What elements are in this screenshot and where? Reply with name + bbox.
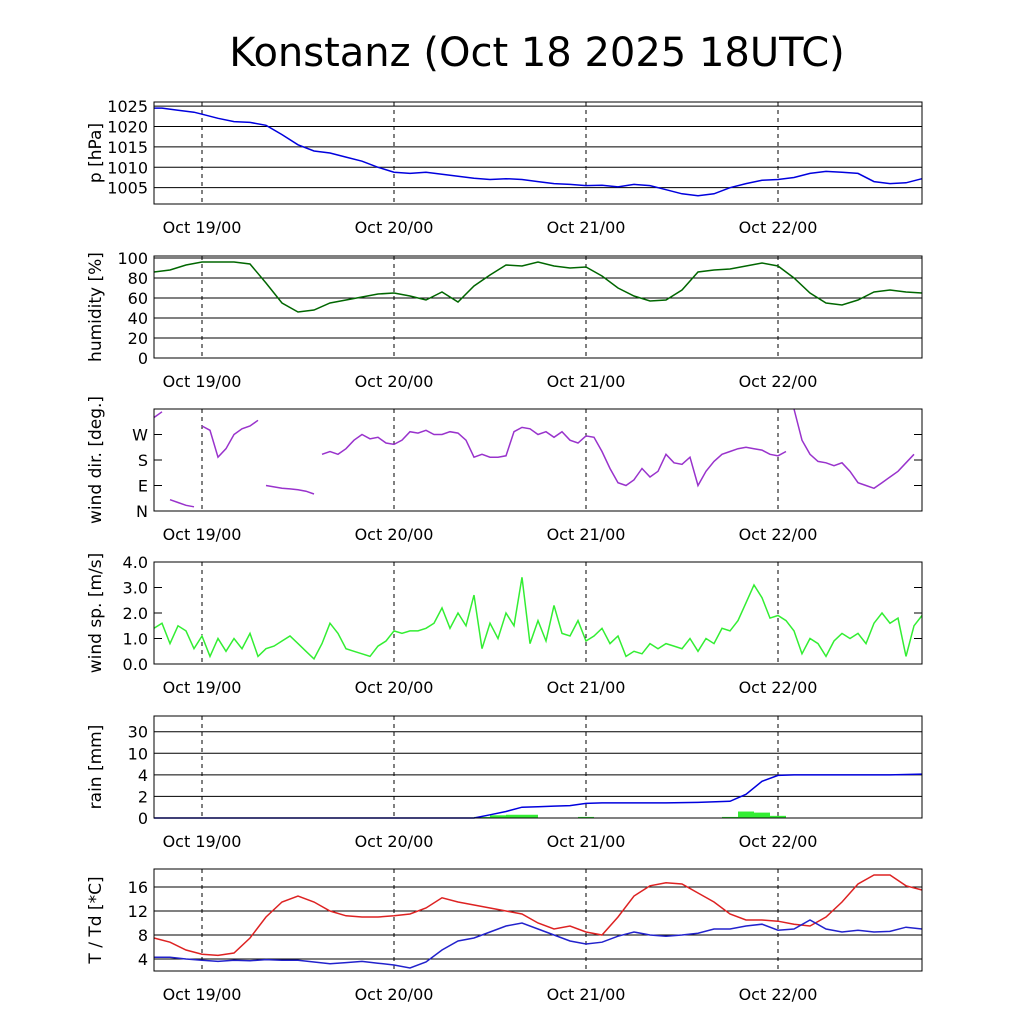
ytick-label: 1025 bbox=[107, 97, 148, 116]
ytick-label: 0 bbox=[138, 809, 148, 828]
panel-temperature: 4 8 12 16 Oct 19/00 Oct 20/00 Oct 21/00 Oct 22/… bbox=[86, 868, 923, 1004]
xtick-label: Oct 22/00 bbox=[739, 832, 818, 851]
xtick-label: Oct 19/00 bbox=[163, 678, 242, 697]
rain-bar bbox=[754, 812, 770, 818]
ytick-label: 40 bbox=[128, 309, 148, 328]
ytick-label: 1015 bbox=[107, 138, 148, 157]
xtick-label: Oct 21/00 bbox=[547, 832, 626, 851]
ytick-label: S bbox=[138, 451, 148, 470]
xtick-label: Oct 22/00 bbox=[739, 372, 818, 391]
xtick-label: Oct 22/00 bbox=[739, 985, 818, 1004]
ylabel-pressure: p [hPa] bbox=[86, 123, 106, 183]
xtick-label: Oct 19/00 bbox=[163, 525, 242, 544]
series-line-rain-accumulated bbox=[154, 773, 923, 819]
xtick-label: Oct 20/00 bbox=[355, 832, 434, 851]
ytick-label: 4 bbox=[138, 766, 148, 785]
ylabel-rain: rain [mm] bbox=[86, 725, 106, 810]
ytick-label: 0 bbox=[138, 349, 148, 368]
rain-bar bbox=[738, 811, 754, 818]
panel-frame bbox=[153, 715, 923, 819]
rain-bar bbox=[770, 815, 786, 818]
series-line-humidity bbox=[153, 261, 923, 313]
xtick-label: Oct 19/00 bbox=[163, 832, 242, 851]
xtick-label: Oct 21/00 bbox=[547, 218, 626, 237]
ytick-label: 60 bbox=[128, 289, 148, 308]
panel-frame bbox=[153, 101, 923, 205]
ytick-label: N bbox=[136, 502, 148, 521]
ytick-label: 16 bbox=[128, 878, 148, 897]
chart-title: Konstanz (Oct 18 2025 18UTC) bbox=[229, 30, 845, 76]
ylabel-humidity: humidity [%] bbox=[86, 252, 106, 362]
series-line-temperature-td bbox=[154, 919, 923, 969]
ytick-label: 1010 bbox=[107, 158, 148, 177]
series-line-wind_direction bbox=[153, 408, 915, 508]
xtick-label: Oct 21/00 bbox=[547, 372, 626, 391]
xtick-label: Oct 20/00 bbox=[355, 372, 434, 391]
panel-frame bbox=[153, 561, 923, 665]
ytick-label: 1.0 bbox=[123, 630, 148, 649]
rain-bar bbox=[474, 816, 490, 818]
xtick-label: Oct 20/00 bbox=[355, 678, 434, 697]
xtick-label: Oct 20/00 bbox=[355, 218, 434, 237]
rain-bar bbox=[522, 814, 538, 818]
xtick-label: Oct 20/00 bbox=[355, 525, 434, 544]
ytick-label: 10 bbox=[128, 744, 148, 763]
xtick-label: Oct 21/00 bbox=[547, 985, 626, 1004]
ytick-label: 12 bbox=[128, 902, 148, 921]
ytick-label: 0.0 bbox=[123, 655, 148, 674]
ytick-label: 4 bbox=[138, 950, 148, 969]
panel-frame bbox=[153, 868, 923, 972]
ytick-label: 2 bbox=[138, 787, 148, 806]
rain-bar bbox=[722, 816, 738, 818]
ylabel-temperature: T / Td [*C] bbox=[86, 876, 106, 964]
ytick-label: 1020 bbox=[107, 117, 148, 136]
ytick-label: 4.0 bbox=[123, 553, 148, 572]
xtick-label: Oct 19/00 bbox=[163, 985, 242, 1004]
rain-bar bbox=[506, 814, 522, 818]
rain-bar bbox=[578, 816, 594, 818]
ytick-label: 100 bbox=[117, 249, 148, 268]
xtick-label: Oct 21/00 bbox=[547, 525, 626, 544]
ytick-label: 20 bbox=[128, 329, 148, 348]
xtick-label: Oct 19/00 bbox=[163, 372, 242, 391]
ytick-label: 80 bbox=[128, 269, 148, 288]
ytick-label: 8 bbox=[138, 926, 148, 945]
panel-frame bbox=[153, 408, 923, 512]
xtick-label: Oct 19/00 bbox=[163, 218, 242, 237]
xtick-label: Oct 21/00 bbox=[547, 678, 626, 697]
rain-bar bbox=[490, 815, 506, 818]
series-line-wind_speed bbox=[153, 577, 923, 661]
ylabel-wind_speed: wind sp. [m/s] bbox=[86, 553, 106, 673]
panel-frame bbox=[153, 255, 923, 359]
panel-rain: 0 2 4 10 30 Oct 19/00 Oct 20/00 Oct 21/00 Oct 22… bbox=[86, 715, 923, 851]
xtick-label: Oct 22/00 bbox=[739, 525, 818, 544]
xtick-label: Oct 20/00 bbox=[355, 985, 434, 1004]
ytick-label: 1005 bbox=[107, 179, 148, 198]
xtick-label: Oct 22/00 bbox=[739, 218, 818, 237]
ytick-label: 30 bbox=[128, 723, 148, 742]
ytick-label: E bbox=[138, 477, 148, 496]
ytick-label: 2.0 bbox=[123, 604, 148, 623]
series-line-temperature-t bbox=[153, 874, 923, 957]
ytick-label: W bbox=[132, 426, 148, 445]
ytick-label: 3.0 bbox=[123, 579, 148, 598]
xtick-label: Oct 22/00 bbox=[739, 678, 818, 697]
ylabel-wind_direction: wind dir. [deg.] bbox=[86, 396, 106, 524]
series-line-pressure bbox=[154, 107, 923, 197]
panel-wind_speed: 0.0 1.0 2.0 3.0 4.0 Oct 19/00 Oct 20/00 Oct 21/… bbox=[86, 553, 923, 697]
